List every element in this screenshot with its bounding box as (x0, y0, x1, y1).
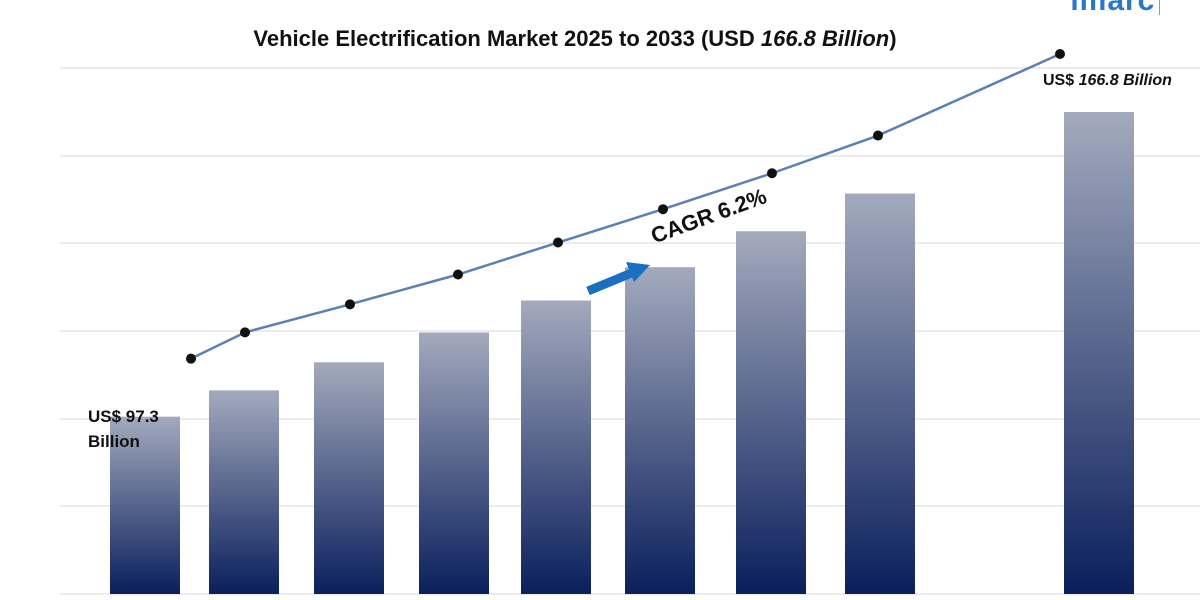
bar-2029 (521, 300, 591, 594)
chart-title-value: 166.8 Billion (760, 26, 890, 51)
end-value: 166.8 Billion (1078, 72, 1172, 89)
chart-title-prefix: Vehicle Electrification Market 2025 to 2… (253, 26, 761, 51)
bar-2030 (625, 267, 695, 594)
cagr-arrow-head (626, 262, 650, 282)
trend-marker-2031 (767, 168, 777, 179)
trend-marker-2027 (345, 299, 355, 310)
end-value-prefix: US$ (1043, 72, 1079, 89)
trend-marker-2028 (453, 269, 463, 280)
bar-2028 (419, 332, 489, 594)
imarc-logo: imarc INSIGHTS (1070, 0, 1186, 17)
trend-marker-2029 (553, 237, 563, 248)
trend-line-group (186, 49, 1065, 364)
trend-marker-2026 (240, 327, 250, 338)
start-value-label: US$ 97.3 Billion (88, 404, 159, 454)
bar-2031 (736, 231, 806, 594)
logo-tagline: INSIGHTS (1159, 0, 1186, 15)
cagr-arrow-shaft (586, 267, 636, 296)
trend-marker-2030 (658, 204, 668, 215)
end-value-label: US$ 166.8 Billion (1043, 72, 1172, 90)
trend-marker-2025 (186, 353, 196, 364)
trend-marker-2033 (1055, 49, 1065, 60)
bar-2033 (1064, 112, 1134, 594)
chart-title: Vehicle Electrification Market 2025 to 2… (0, 26, 1150, 52)
bars (110, 112, 1134, 594)
start-value-line1: US$ 97.3 (88, 407, 159, 426)
chart-title-suffix: ) (889, 26, 897, 51)
trend-marker-2032 (873, 130, 883, 141)
cagr-arrow (586, 262, 650, 296)
start-value-line2: Billion (88, 432, 140, 451)
logo-word: imarc (1070, 0, 1156, 17)
bar-2026 (209, 390, 279, 594)
bar-2025 (110, 416, 180, 594)
bar-2027 (314, 362, 384, 594)
bar-2032 (845, 193, 915, 594)
